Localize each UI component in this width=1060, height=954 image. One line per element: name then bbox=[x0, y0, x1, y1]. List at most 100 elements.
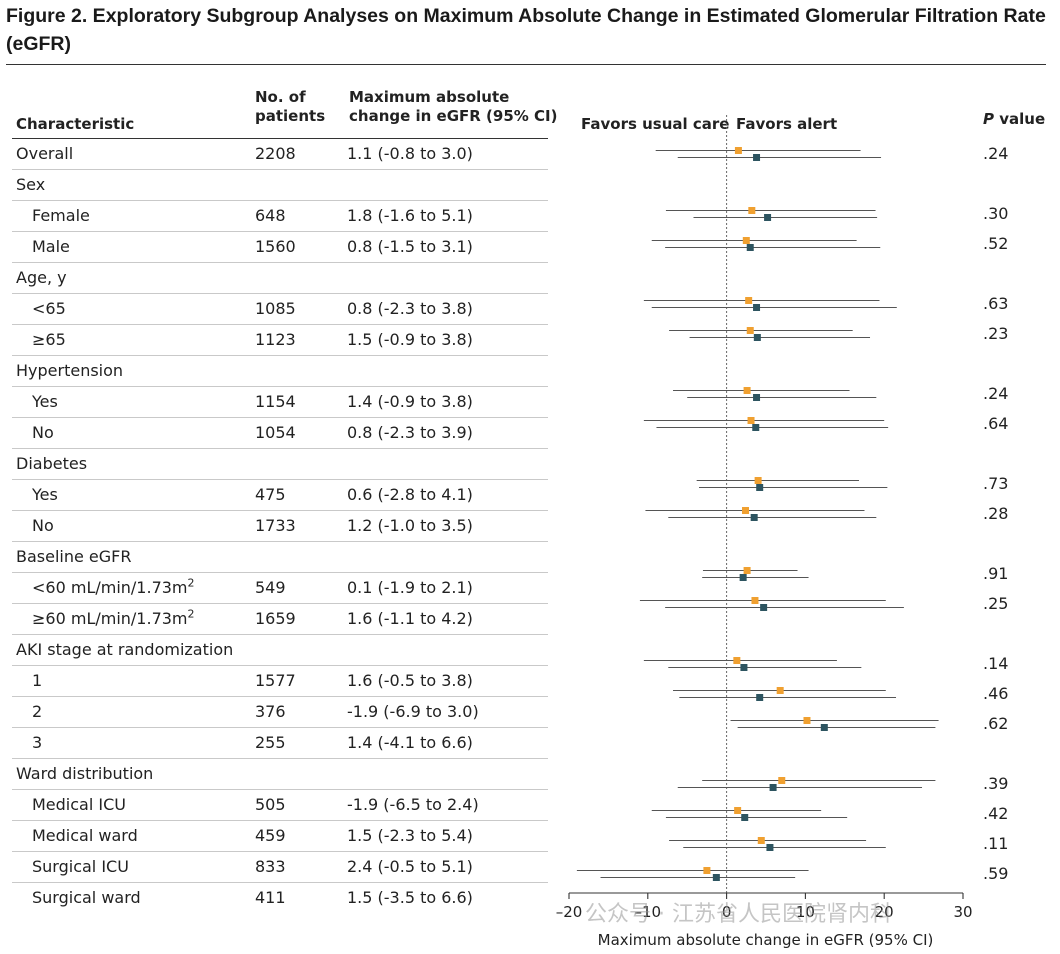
row-p-value: .59 bbox=[983, 864, 1009, 883]
row-label: 3 bbox=[32, 733, 42, 753]
row-label-text: Hypertension bbox=[16, 361, 124, 380]
row-patient-count: 459 bbox=[255, 826, 286, 845]
x-tick-label: –20 bbox=[556, 903, 583, 921]
row-change-ci: 0.8 (-2.3 to 3.9) bbox=[347, 423, 473, 442]
table-row: AKI stage at randomization bbox=[12, 635, 548, 666]
point-estimate-marker bbox=[760, 604, 768, 611]
point-estimate-marker bbox=[747, 417, 755, 424]
row-label-superscript: 2 bbox=[187, 607, 195, 621]
row-patient-count: 648 bbox=[255, 206, 286, 225]
row-label-text: ≥65 bbox=[32, 330, 66, 349]
point-estimate-marker bbox=[712, 874, 720, 881]
row-p-value: .24 bbox=[983, 384, 1009, 403]
row-label: No bbox=[32, 423, 54, 443]
point-estimate-marker bbox=[756, 694, 764, 701]
header-change-line2: change in eGFR (95% CI) bbox=[349, 107, 558, 125]
table-row: ≥60 mL/min/1.73m2 1659 1.6 (-1.1 to 4.2) bbox=[12, 604, 548, 635]
row-p-value: .62 bbox=[983, 714, 1009, 733]
row-patient-count: 505 bbox=[255, 795, 286, 814]
row-label-text: Diabetes bbox=[16, 454, 88, 473]
header-p-italic: P bbox=[983, 110, 994, 128]
row-change-ci: 1.5 (-0.9 to 3.8) bbox=[347, 330, 473, 349]
row-p-value: .91 bbox=[983, 564, 1009, 583]
point-estimate-marker bbox=[751, 597, 759, 604]
row-label: <65 bbox=[32, 299, 66, 319]
row-label: Yes bbox=[32, 485, 58, 505]
row-patient-count: 549 bbox=[255, 578, 286, 597]
row-change-ci: 1.1 (-0.8 to 3.0) bbox=[347, 144, 473, 163]
row-label: AKI stage at randomization bbox=[16, 640, 233, 660]
table-row: 1 1577 1.6 (-0.5 to 3.8) bbox=[12, 666, 548, 697]
row-patient-count: 833 bbox=[255, 857, 286, 876]
row-p-value: .30 bbox=[983, 204, 1009, 223]
row-patient-count: 1560 bbox=[255, 237, 296, 256]
row-p-value: .39 bbox=[983, 774, 1009, 793]
row-patient-count: 1085 bbox=[255, 299, 296, 318]
row-label-text: 3 bbox=[32, 733, 43, 752]
row-label: Surgical ICU bbox=[32, 857, 129, 877]
point-estimate-marker bbox=[754, 477, 762, 484]
row-p-value: .24 bbox=[983, 144, 1009, 163]
row-p-value: .73 bbox=[983, 474, 1009, 493]
table-row: Surgical ICU 833 2.4 (-0.5 to 5.1) bbox=[12, 852, 548, 883]
row-patient-count: 1154 bbox=[255, 392, 296, 411]
row-label-text: ≥60 mL/min/1.73m bbox=[32, 609, 188, 628]
row-label-text: <60 mL/min/1.73m bbox=[32, 578, 188, 597]
point-estimate-marker bbox=[748, 207, 756, 214]
row-change-ci: 1.6 (-0.5 to 3.8) bbox=[347, 671, 473, 690]
point-estimate-marker bbox=[753, 304, 761, 311]
header-n-line2: patients bbox=[255, 107, 326, 125]
row-change-ci: 1.5 (-3.5 to 6.6) bbox=[347, 888, 473, 907]
row-label-text: <65 bbox=[32, 299, 66, 318]
table-row: ≥65 1123 1.5 (-0.9 to 3.8) bbox=[12, 325, 548, 356]
x-axis-label: Maximum absolute change in eGFR (95% CI) bbox=[597, 931, 934, 949]
point-estimate-marker bbox=[739, 574, 747, 581]
row-p-value: .63 bbox=[983, 294, 1009, 313]
row-label: <60 mL/min/1.73m2 bbox=[32, 578, 195, 598]
header-no-of-patients: No. of patients bbox=[255, 88, 325, 126]
point-estimate-marker bbox=[734, 807, 742, 814]
table-row: No 1054 0.8 (-2.3 to 3.9) bbox=[12, 418, 548, 449]
table-row: Female 648 1.8 (-1.6 to 5.1) bbox=[12, 201, 548, 232]
table-row: Age, y bbox=[12, 263, 548, 294]
point-estimate-marker bbox=[752, 424, 760, 431]
row-change-ci: 1.5 (-2.3 to 5.4) bbox=[347, 826, 473, 845]
row-patient-count: 1577 bbox=[255, 671, 296, 690]
table-row: Medical ICU 505 -1.9 (-6.5 to 2.4) bbox=[12, 790, 548, 821]
row-change-ci: -1.9 (-6.5 to 2.4) bbox=[347, 795, 479, 814]
table-row: Hypertension bbox=[12, 356, 548, 387]
watermark-text: 公众号 · 江苏省人民医院肾内科 bbox=[585, 902, 892, 927]
point-estimate-marker bbox=[742, 237, 750, 244]
row-patient-count: 1733 bbox=[255, 516, 296, 535]
header-max-change: Maximum absolute change in eGFR (95% CI) bbox=[349, 88, 557, 126]
row-change-ci: 1.2 (-1.0 to 3.5) bbox=[347, 516, 473, 535]
row-label: Diabetes bbox=[16, 454, 87, 474]
x-tick-label: 20 bbox=[875, 903, 894, 921]
table-row: Male 1560 0.8 (-1.5 to 3.1) bbox=[12, 232, 548, 263]
table-row: Sex bbox=[12, 170, 548, 201]
subgroup-table: Overall 2208 1.1 (-0.8 to 3.0) Sex Female 648… bbox=[0, 139, 560, 913]
row-patient-count: 475 bbox=[255, 485, 286, 504]
row-label: Overall bbox=[16, 144, 73, 164]
point-estimate-marker bbox=[753, 394, 761, 401]
row-label: Surgical ward bbox=[32, 888, 141, 908]
row-patient-count: 1123 bbox=[255, 330, 296, 349]
row-patient-count: 411 bbox=[255, 888, 286, 907]
row-change-ci: -1.9 (-6.9 to 3.0) bbox=[347, 702, 479, 721]
row-change-ci: 1.8 (-1.6 to 5.1) bbox=[347, 206, 473, 225]
point-estimate-marker bbox=[753, 154, 761, 161]
row-change-ci: 2.4 (-0.5 to 5.1) bbox=[347, 857, 473, 876]
point-estimate-marker bbox=[764, 214, 772, 221]
header-change-line1: Maximum absolute bbox=[349, 88, 510, 106]
header-favors-usual-care: Favors usual care bbox=[581, 115, 730, 133]
row-change-ci: 0.8 (-2.3 to 3.8) bbox=[347, 299, 473, 318]
row-label: Male bbox=[32, 237, 70, 257]
row-label-text: Age, y bbox=[16, 268, 67, 287]
row-label-text: 2 bbox=[32, 702, 43, 721]
table-row: 2 376 -1.9 (-6.9 to 3.0) bbox=[12, 697, 548, 728]
point-estimate-marker bbox=[741, 814, 749, 821]
row-label-text: Ward distribution bbox=[16, 764, 154, 783]
row-label-text: Female bbox=[32, 206, 90, 225]
table-row: <65 1085 0.8 (-2.3 to 3.8) bbox=[12, 294, 548, 325]
table-row: No 1733 1.2 (-1.0 to 3.5) bbox=[12, 511, 548, 542]
